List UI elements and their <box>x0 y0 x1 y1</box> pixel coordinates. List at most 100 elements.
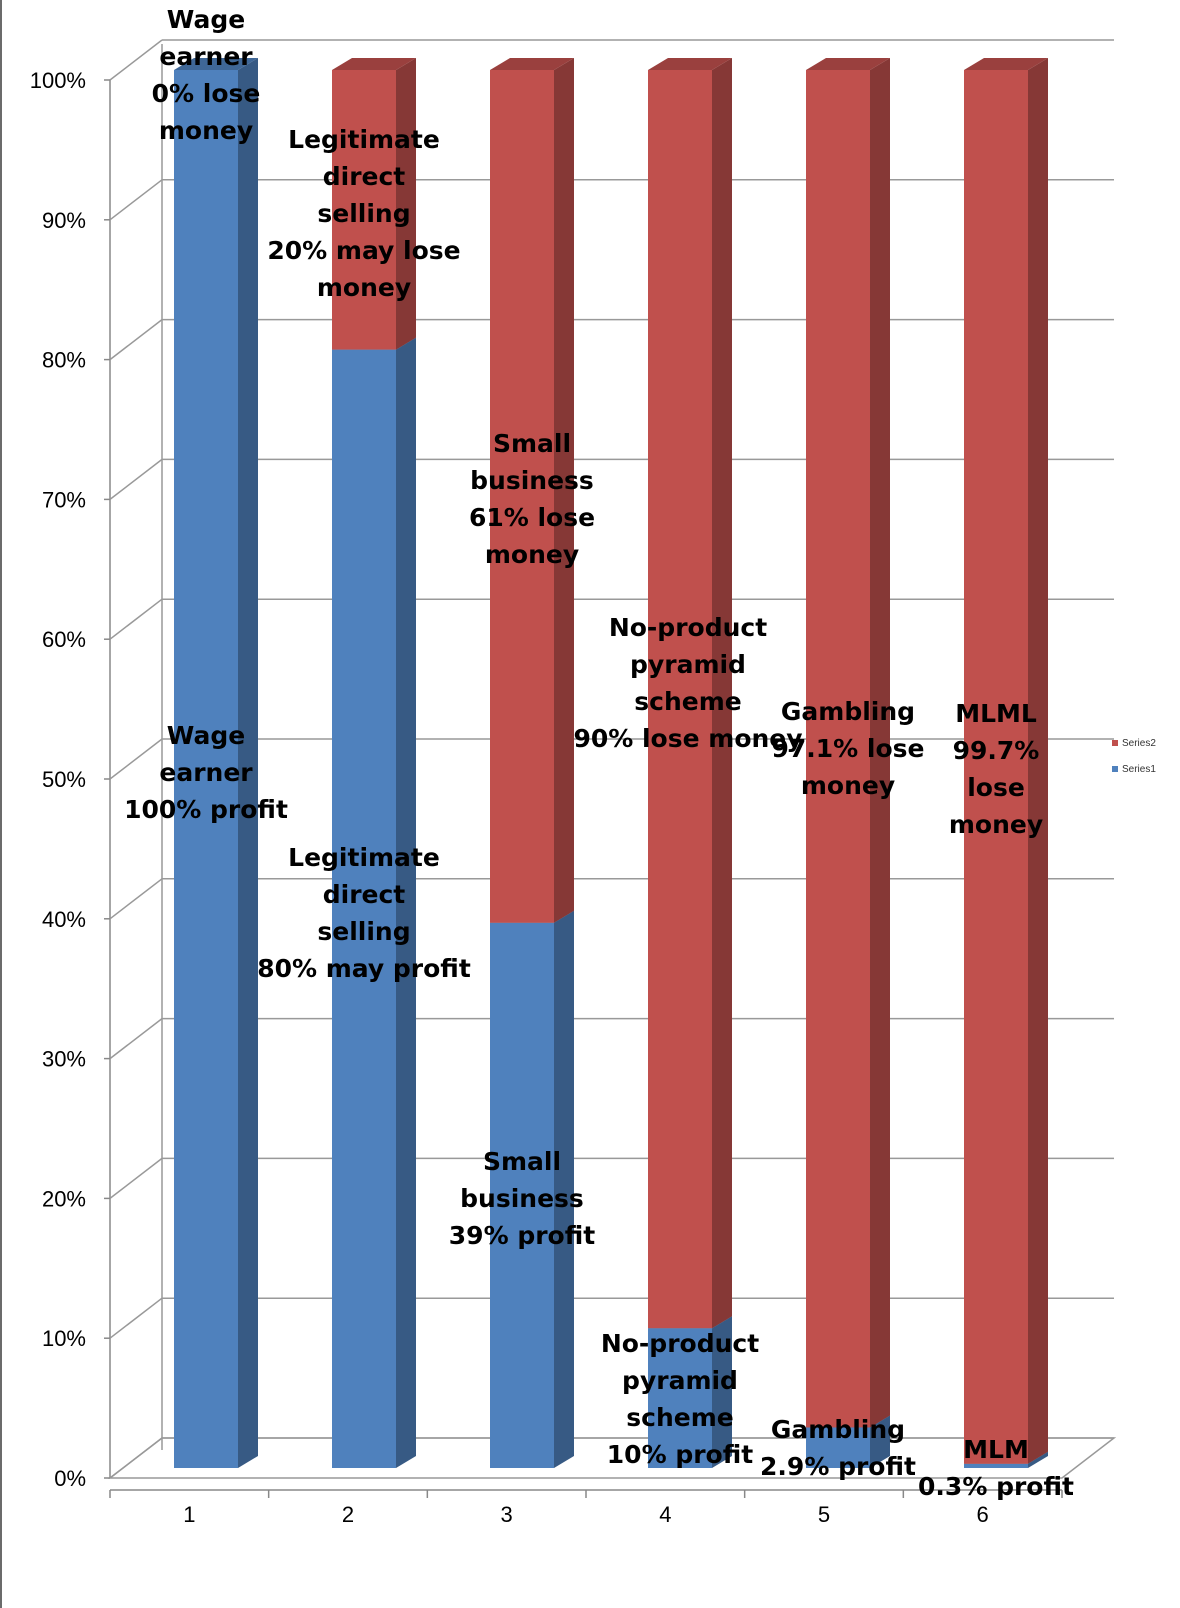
bar-front <box>174 70 238 1468</box>
annotation-wage-earner-lose-line: money <box>159 116 253 145</box>
bar-front <box>648 1328 712 1468</box>
bar-series2-5 <box>806 58 890 1428</box>
x-tick-label: 2 <box>342 1502 354 1527</box>
bar-side <box>712 1316 732 1468</box>
annotation-mlml-lose-line: money <box>949 810 1043 839</box>
annotation-direct-selling-profit-line: Legitimate <box>288 843 440 872</box>
annotation-direct-selling-profit-line: 80% may profit <box>257 954 471 983</box>
annotation-wage-earner-profit: Wage earner 100% profit <box>124 721 288 824</box>
annotation-mlml-lose-line: MLML <box>955 699 1037 728</box>
annotation-direct-selling-profit: Legitimate direct selling 80% may profit <box>257 843 471 983</box>
gridline-diagonal <box>109 878 163 920</box>
annotation-wage-earner-lose-line: Wage <box>167 5 245 34</box>
annotation-mlml-lose-line: lose <box>967 773 1025 802</box>
bar-side <box>554 910 574 1468</box>
gridline-diagonal <box>109 738 163 780</box>
bar-series1-1 <box>174 58 258 1468</box>
y-tick-label: 60% <box>42 627 86 652</box>
bar-series1-5 <box>806 1415 890 1468</box>
y-tick-label: 100% <box>30 68 86 93</box>
annotation-pyramid-lose-line: 90% lose money <box>573 724 802 753</box>
bar-front <box>806 70 870 1428</box>
annotation-wage-earner-profit-line: earner <box>159 758 253 787</box>
bar-top <box>174 58 258 70</box>
bar-top <box>806 58 890 70</box>
annotation-small-business-profit-line: Small <box>483 1147 561 1176</box>
bar-side <box>712 58 732 1329</box>
gridline-diagonal <box>109 598 163 640</box>
annotation-direct-selling-lose-line: Legitimate <box>288 125 440 154</box>
annotation-small-business-profit: Small business 39% profit <box>449 1147 595 1250</box>
annotation-pyramid-lose-line: scheme <box>634 687 741 716</box>
annotation-small-business-lose-line: money <box>485 540 579 569</box>
x-tick-label: 1 <box>183 1502 195 1527</box>
y-tick-label: 20% <box>42 1186 86 1211</box>
annotation-wage-earner-lose: Wage earner 0% lose money <box>152 5 261 145</box>
bar-front <box>490 922 554 1468</box>
y-axis-ticks: 0% 10% 20% 30% 40% 50% 60% 70% 80% 90% 100% <box>30 68 110 1491</box>
bar-series2-4 <box>648 58 732 1329</box>
legend-label: Series1 <box>1122 764 1156 775</box>
annotation-wage-earner-lose-line: 0% lose <box>152 79 261 108</box>
x-axis: 1 2 3 4 5 6 <box>109 1489 1063 1527</box>
bar-series2-2 <box>332 58 416 350</box>
bar-front <box>490 70 554 923</box>
annotation-mlml-lose: MLML 99.7% lose money <box>949 699 1043 839</box>
annotation-gambling-profit: Gambling 2.9% profit <box>760 1415 916 1481</box>
x-tick-label: 4 <box>659 1502 671 1527</box>
legend-swatch <box>1112 740 1118 746</box>
annotation-mlml-lose-line: 99.7% <box>953 736 1040 765</box>
bar-side <box>554 58 574 923</box>
annotation-mlm-profit: MLM 0.3% profit <box>918 1435 1074 1501</box>
annotation-direct-selling-profit-line: direct <box>323 880 406 909</box>
chart-floor <box>107 1437 1117 1479</box>
annotation-small-business-lose-line: 61% lose <box>469 503 595 532</box>
bar-top <box>648 58 732 70</box>
annotation-small-business-lose-line: Small <box>493 429 571 458</box>
annotation-pyramid-profit-line: No-product <box>601 1329 759 1358</box>
bar-side <box>396 58 416 350</box>
annotation-wage-earner-profit-line: Wage <box>167 721 245 750</box>
annotation-direct-selling-profit-line: selling <box>317 917 410 946</box>
bar-front <box>806 1427 870 1468</box>
annotation-wage-earner-lose-line: earner <box>159 42 253 71</box>
annotation-wage-earner-profit-line: 100% profit <box>124 795 288 824</box>
annotation-gambling-lose-line: 97.1% lose <box>771 734 924 763</box>
bar-side <box>870 1415 890 1468</box>
bar-side <box>238 58 258 1468</box>
annotation-mlm-profit-line: 0.3% profit <box>918 1472 1074 1501</box>
y-tick-label: 50% <box>42 767 86 792</box>
annotation-pyramid-profit-line: 10% profit <box>607 1440 753 1469</box>
annotation-direct-selling-lose-line: direct <box>323 162 406 191</box>
gridlines <box>107 39 1117 1479</box>
y-tick-label: 40% <box>42 907 86 932</box>
legend-label: Series2 <box>1122 738 1156 749</box>
gridline-diagonal <box>109 458 163 500</box>
annotation-small-business-profit-line: business <box>460 1184 584 1213</box>
bar-side <box>1028 58 1048 1464</box>
annotation-gambling-profit-line: 2.9% profit <box>760 1452 916 1481</box>
annotation-small-business-profit-line: 39% profit <box>449 1221 595 1250</box>
annotation-pyramid-lose: No-product pyramid scheme 90% lose money <box>573 613 802 753</box>
y-tick-label: 90% <box>42 208 86 233</box>
bar-side <box>870 58 890 1428</box>
y-tick-label: 70% <box>42 487 86 512</box>
bar-series2-6 <box>964 58 1048 1464</box>
y-tick-label: 0% <box>54 1466 86 1491</box>
bar-front <box>648 70 712 1329</box>
x-tick-label: 6 <box>977 1502 989 1527</box>
gridline-diagonal <box>109 179 163 221</box>
annotation-gambling-lose-line: Gambling <box>781 697 915 726</box>
annotation-pyramid-profit: No-product pyramid scheme 10% profit <box>601 1329 759 1469</box>
annotation-pyramid-lose-line: pyramid <box>630 650 746 679</box>
bar-front <box>964 70 1028 1464</box>
annotation-pyramid-profit-line: scheme <box>626 1403 733 1432</box>
bar-front <box>964 1463 1028 1468</box>
annotation-pyramid-profit-line: pyramid <box>622 1366 738 1395</box>
annotation-direct-selling-lose-line: selling <box>317 199 410 228</box>
annotation-mlm-profit-line: MLM <box>963 1435 1029 1464</box>
annotation-direct-selling-lose-line: 20% may lose <box>267 236 460 265</box>
